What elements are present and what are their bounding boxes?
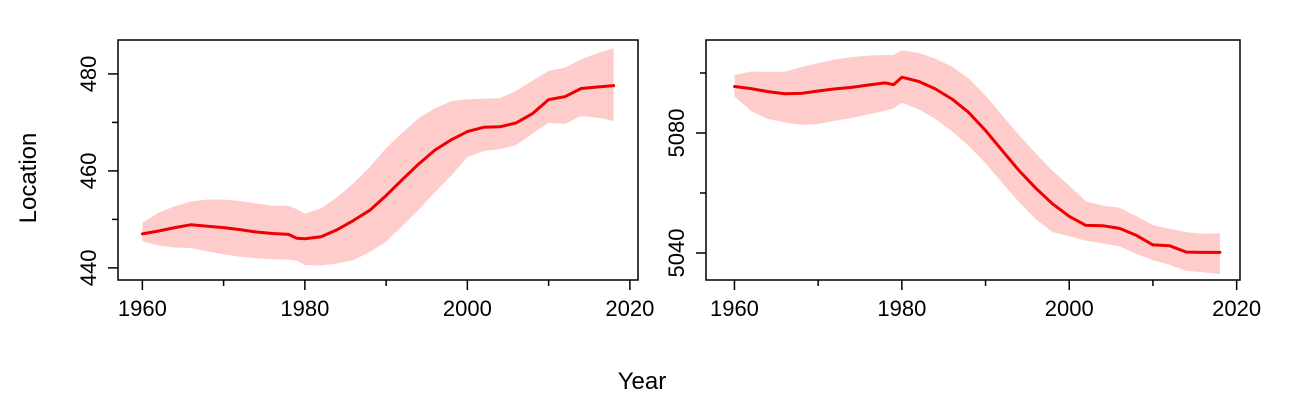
- x-axis-title: Year: [618, 368, 667, 395]
- y-tick-label: 5080: [664, 109, 689, 158]
- panel-left: 1960 1980 2000 2020 440 460 480: [76, 39, 654, 321]
- y-tick-label: 480: [76, 56, 101, 93]
- x-tick-label: 1980: [280, 296, 329, 321]
- y-tick-label: 460: [76, 153, 101, 190]
- panel-right: 1960 1980 2000 2020 5040 5080: [664, 39, 1261, 321]
- x-tick-label: 2000: [443, 296, 492, 321]
- x-tick-label: 1960: [118, 296, 167, 321]
- plot-frame: [117, 39, 639, 281]
- x-tick-label: 2020: [605, 296, 654, 321]
- series-line: [733, 75, 1222, 254]
- confidence-band: [734, 50, 1220, 275]
- x-tick-label: 2020: [1212, 296, 1261, 321]
- confidence-band: [142, 48, 614, 266]
- y-tick-label: 5040: [664, 229, 689, 278]
- y-axis-title: Location: [15, 133, 42, 224]
- x-tick-label: 1960: [710, 296, 759, 321]
- x-tick-label: 2000: [1045, 296, 1094, 321]
- series-line: [140, 84, 616, 241]
- plot-frame: [705, 39, 1241, 281]
- x-tick-label: 1980: [877, 296, 926, 321]
- y-tick-label: 440: [76, 250, 101, 287]
